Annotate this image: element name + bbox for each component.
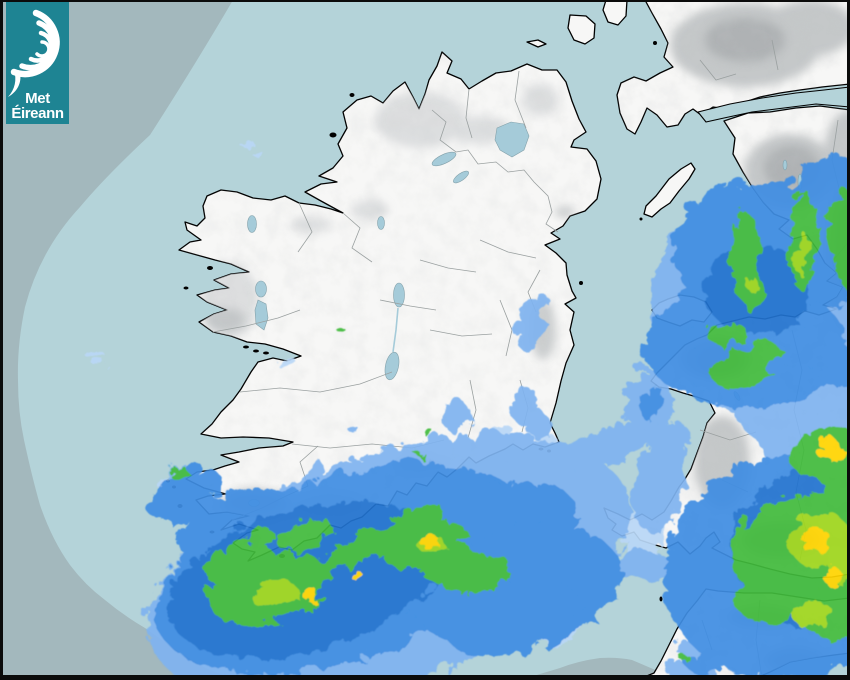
rain-cell <box>529 289 545 311</box>
met-eireann-swirl-icon <box>8 9 60 97</box>
rain-cell <box>614 546 666 578</box>
rain-cell <box>235 137 251 143</box>
rain-cell <box>166 463 186 477</box>
rain-cell <box>273 355 295 365</box>
lough-neagh-lake <box>494 121 530 158</box>
brand-met-label: Met <box>25 90 50 107</box>
rain-cell <box>703 319 745 343</box>
rain-cell <box>413 449 423 455</box>
brand-eireann-label: Éireann <box>11 105 64 122</box>
rain-cell <box>383 500 441 532</box>
rain-cell <box>836 228 850 288</box>
rain-cell <box>522 407 546 435</box>
solway-firth <box>697 86 850 123</box>
kintyre-peninsula <box>567 14 596 45</box>
rain-cell <box>441 575 579 655</box>
lough-erne-lake <box>431 151 457 167</box>
rain-cell <box>299 584 315 598</box>
rain-cell <box>437 394 467 430</box>
shannon-river <box>392 307 399 353</box>
lough-ree-lake <box>393 282 405 308</box>
rain-cell <box>678 652 688 660</box>
rain-cell <box>791 228 805 272</box>
rain-cell <box>743 272 753 288</box>
rain-cell <box>200 539 272 583</box>
rain-cell <box>89 357 103 363</box>
upper-lough-erne-lake <box>453 170 469 184</box>
rain-cell <box>813 438 841 458</box>
rain-cell <box>552 414 658 466</box>
lough-conn-lake <box>247 215 257 233</box>
lough-mask-lake <box>255 280 267 298</box>
rain-cell <box>472 427 504 457</box>
rain-cell <box>643 416 689 468</box>
lough-corrib-lake <box>254 299 269 331</box>
rain-cell <box>742 340 782 362</box>
rain-cell <box>513 323 533 347</box>
rain-cell <box>819 564 839 582</box>
rain-cell <box>806 342 850 382</box>
rain-cell <box>436 550 508 590</box>
lough-allen-lake <box>377 216 385 230</box>
rain-cell <box>460 452 480 468</box>
rain-cell <box>248 577 294 605</box>
rain-cell <box>798 526 828 550</box>
rain-cell <box>635 380 659 416</box>
rain-cell <box>244 526 272 544</box>
lough-derg-lake <box>384 351 400 381</box>
rain-cell <box>423 428 433 436</box>
rain-cell <box>682 650 718 670</box>
rain-cell <box>345 422 355 430</box>
rain-cell <box>351 571 363 581</box>
rain-cell <box>246 145 258 151</box>
rain-cell <box>145 464 219 520</box>
rain-cell <box>80 346 100 354</box>
met-eireann-logo: Met Éireann <box>6 2 69 124</box>
rain-cell <box>787 185 809 237</box>
rain-cell <box>790 599 830 625</box>
rain-overlay <box>80 137 850 680</box>
rathlin-island <box>526 39 547 48</box>
rain-cell <box>334 324 342 330</box>
isle-of-man <box>643 162 696 218</box>
arran-island <box>602 0 628 26</box>
rain-cell <box>731 563 813 619</box>
derwent-lake <box>782 159 788 171</box>
rain-cell <box>273 513 329 549</box>
rain-cell <box>316 526 396 566</box>
rain-cell <box>414 529 434 543</box>
